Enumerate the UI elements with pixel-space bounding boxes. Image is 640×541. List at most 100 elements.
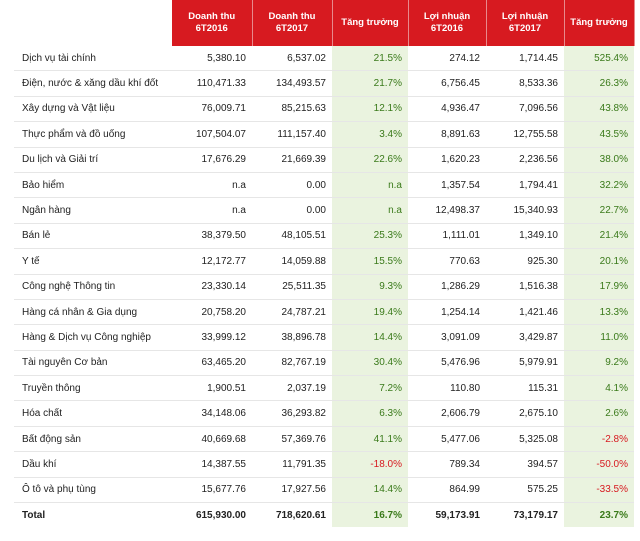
profit-2016-cell: 1,620.23 xyxy=(408,147,486,173)
revenue-2016-cell: 5,380.10 xyxy=(172,46,252,72)
profit-2017-cell: 2,236.56 xyxy=(486,147,564,173)
header-profit-2016: Lợi nhuận 6T2016 xyxy=(408,0,487,46)
revenue-2016-cell: 23,330.14 xyxy=(172,274,252,300)
table-row: Du lịch và Giải trí 17,676.29 21,669.39 22.… xyxy=(14,147,634,173)
header-sector xyxy=(14,0,172,46)
profit-2016-cell: 1,111.01 xyxy=(408,223,486,250)
table-row: Truyền thông 1,900.51 2,037.19 7.2% 110.80 11… xyxy=(14,375,634,402)
revenue-growth-cell: 9.3% xyxy=(332,274,408,300)
table-row: Ô tô và phụ tùng 15,677.76 17,927.56 14.4% 8… xyxy=(14,477,634,504)
profit-growth-cell: 26.3% xyxy=(564,70,634,97)
table-row: Hàng cá nhân & Gia dụng 20,758.20 24,787.2… xyxy=(14,299,634,326)
total-row: Total 615,930.00 718,620.61 16.7% 59,173.91 7… xyxy=(14,502,634,528)
profit-2017-cell: 73,179.17 xyxy=(486,502,564,528)
revenue-2016-cell: 63,465.20 xyxy=(172,350,252,377)
revenue-growth-cell: 21.5% xyxy=(332,46,408,72)
profit-2017-cell: 1,516.38 xyxy=(486,274,564,300)
profit-2017-cell: 394.57 xyxy=(486,451,564,478)
revenue-growth-cell: 30.4% xyxy=(332,350,408,377)
revenue-2017-cell: 6,537.02 xyxy=(252,46,332,72)
profit-2016-cell: 5,476.96 xyxy=(408,350,486,377)
revenue-2017-cell: 134,493.57 xyxy=(252,70,332,97)
revenue-growth-cell: 41.1% xyxy=(332,426,408,453)
table-row: Công nghệ Thông tin 23,330.14 25,511.35 9.3… xyxy=(14,274,634,300)
table-header: Doanh thu 6T2016 Doanh thu 6T2017 Tăng t… xyxy=(14,0,635,46)
table-row: Ngân hàng n.a 0.00 n.a 12,498.37 15,340.93 22.… xyxy=(14,197,634,224)
profit-2017-cell: 12,755.58 xyxy=(486,121,564,148)
profit-2017-cell: 1,714.45 xyxy=(486,46,564,72)
profit-2017-cell: 15,340.93 xyxy=(486,197,564,224)
revenue-growth-cell: 25.3% xyxy=(332,223,408,250)
revenue-growth-cell: 16.7% xyxy=(332,502,408,528)
profit-2016-cell: 3,091.09 xyxy=(408,324,486,351)
header-profit-2016-line1: Lợi nhuận xyxy=(423,11,471,22)
profit-2017-cell: 5,979.91 xyxy=(486,350,564,377)
revenue-growth-cell: 19.4% xyxy=(332,299,408,326)
revenue-2016-cell: n.a xyxy=(172,172,252,199)
revenue-2017-cell: 25,511.35 xyxy=(252,274,332,300)
sector-name-cell: Công nghệ Thông tin xyxy=(14,274,172,300)
header-profit-growth: Tăng trưởng xyxy=(564,0,635,46)
profit-growth-cell: 4.1% xyxy=(564,375,634,402)
profit-growth-cell: 32.2% xyxy=(564,172,634,199)
profit-2016-cell: 110.80 xyxy=(408,375,486,402)
profit-growth-cell: 23.7% xyxy=(564,502,634,528)
profit-2016-cell: 1,357.54 xyxy=(408,172,486,199)
revenue-growth-cell: 14.4% xyxy=(332,324,408,351)
profit-growth-cell: -33.5% xyxy=(564,477,634,504)
revenue-2017-cell: 48,105.51 xyxy=(252,223,332,250)
profit-2016-cell: 274.12 xyxy=(408,46,486,72)
revenue-2017-cell: 111,157.40 xyxy=(252,121,332,148)
table-row: Y tế 12,172.77 14,059.88 15.5% 770.63 925.30 2… xyxy=(14,248,634,275)
revenue-2016-cell: 38,379.50 xyxy=(172,223,252,250)
revenue-2017-cell: 57,369.76 xyxy=(252,426,332,453)
profit-2016-cell: 770.63 xyxy=(408,248,486,275)
profit-2017-cell: 1,794.41 xyxy=(486,172,564,199)
revenue-2017-cell: 38,896.78 xyxy=(252,324,332,351)
revenue-2017-cell: 21,669.39 xyxy=(252,147,332,173)
sector-name-cell: Bán lẻ xyxy=(14,223,172,250)
revenue-2017-cell: 718,620.61 xyxy=(252,502,332,528)
table-row: Tài nguyên Cơ bản 63,465.20 82,767.19 30.4%… xyxy=(14,350,634,377)
revenue-growth-cell: 6.3% xyxy=(332,400,408,427)
profit-2016-cell: 864.99 xyxy=(408,477,486,504)
header-revenue-2016-line1: Doanh thu xyxy=(188,11,236,22)
header-revenue-2016-line2: 6T2016 xyxy=(195,23,228,34)
header-revenue-2016: Doanh thu 6T2016 xyxy=(172,0,253,46)
profit-2017-cell: 925.30 xyxy=(486,248,564,275)
table-row: Hóa chất 34,148.06 36,293.82 6.3% 2,606.79 2,… xyxy=(14,400,634,427)
sector-name-cell: Thực phẩm và đồ uống xyxy=(14,121,172,148)
profit-2017-cell: 575.25 xyxy=(486,477,564,504)
profit-2016-cell: 5,477.06 xyxy=(408,426,486,453)
revenue-2016-cell: 20,758.20 xyxy=(172,299,252,326)
profit-2017-cell: 1,349.10 xyxy=(486,223,564,250)
profit-growth-cell: 13.3% xyxy=(564,299,634,326)
table-row: Thực phẩm và đồ uống 107,504.07 111,157.40… xyxy=(14,121,634,148)
revenue-2017-cell: 85,215.63 xyxy=(252,96,332,123)
table-row: Điện, nước & xăng dầu khí đốt 110,471.33 1… xyxy=(14,70,634,97)
revenue-growth-cell: 14.4% xyxy=(332,477,408,504)
table-body: Dịch vụ tài chính 5,380.10 6,537.02 21.5% 27… xyxy=(14,46,634,528)
sector-name-cell: Điện, nước & xăng dầu khí đốt xyxy=(14,70,172,97)
revenue-growth-cell: 7.2% xyxy=(332,375,408,402)
profit-2016-cell: 4,936.47 xyxy=(408,96,486,123)
profit-2017-cell: 3,429.87 xyxy=(486,324,564,351)
header-profit-2017-line1: Lợi nhuận xyxy=(501,11,549,22)
profit-2016-cell: 2,606.79 xyxy=(408,400,486,427)
profit-growth-cell: 2.6% xyxy=(564,400,634,427)
revenue-growth-cell: 15.5% xyxy=(332,248,408,275)
sector-name-cell: Dịch vụ tài chính xyxy=(14,46,172,72)
revenue-2017-cell: 11,791.35 xyxy=(252,451,332,478)
sector-name-cell: Hàng & Dịch vụ Công nghiệp xyxy=(14,324,172,351)
sector-name-cell: Hóa chất xyxy=(14,400,172,427)
header-revenue-2017-line2: 6T2017 xyxy=(275,23,309,34)
revenue-2016-cell: 40,669.68 xyxy=(172,426,252,453)
revenue-growth-cell: n.a xyxy=(332,172,408,199)
sector-name-cell: Ô tô và phụ tùng xyxy=(14,477,172,504)
revenue-growth-cell: -18.0% xyxy=(332,451,408,478)
revenue-2016-cell: 12,172.77 xyxy=(172,248,252,275)
profit-growth-cell: 43.5% xyxy=(564,121,634,148)
sector-name-cell: Tài nguyên Cơ bản xyxy=(14,350,172,377)
profit-growth-cell: -50.0% xyxy=(564,451,634,478)
